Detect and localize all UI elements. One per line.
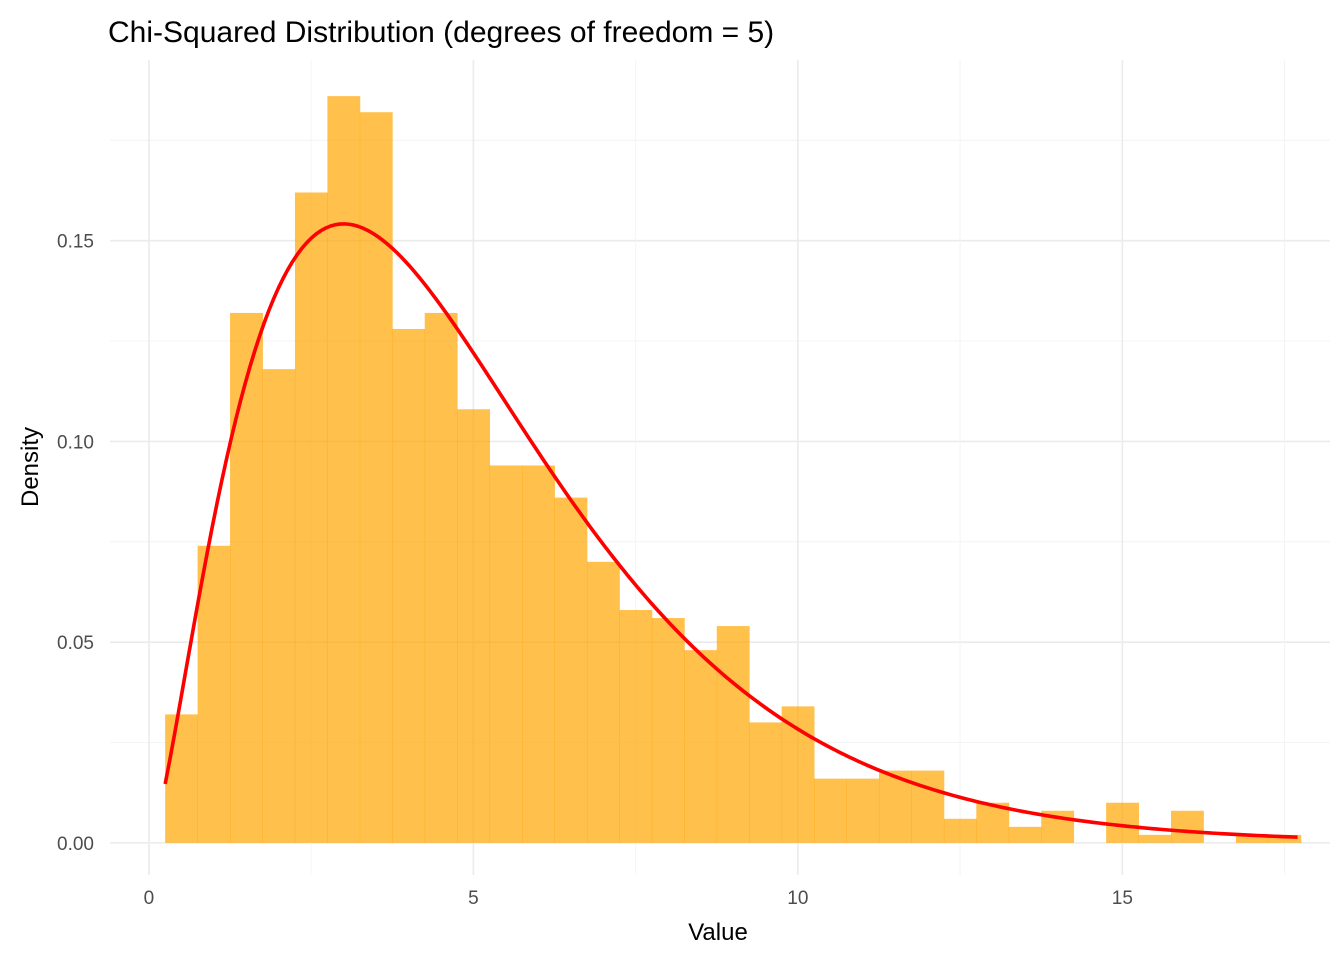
histogram-bar: [943, 818, 977, 843]
histogram-bar: [489, 465, 523, 843]
x-tick-label: 10: [787, 888, 808, 909]
histogram-bar: [424, 312, 458, 843]
density-curve: [163, 222, 1298, 839]
histogram-bar: [878, 770, 912, 843]
histogram-bar: [262, 369, 296, 843]
histogram-bar: [716, 626, 750, 843]
density-curve-layer: [163, 222, 1298, 839]
y-tick-label: 0.15: [57, 232, 94, 253]
histogram-bar: [846, 778, 880, 843]
histogram-bar: [1138, 834, 1172, 843]
histogram-bar: [651, 618, 685, 843]
histogram-bar: [457, 409, 491, 843]
histogram-bar: [781, 706, 815, 843]
x-axis-title: Value: [688, 919, 748, 946]
y-axis-title: Density: [17, 427, 44, 507]
histogram-bar: [230, 312, 263, 843]
histogram-bar: [586, 561, 620, 843]
y-tick-label: 0.05: [57, 633, 94, 654]
x-tick-label: 5: [468, 888, 479, 909]
histogram-bar: [684, 650, 718, 843]
histogram-bar: [814, 778, 847, 843]
histogram-bar: [554, 497, 588, 843]
histogram-bar: [911, 770, 945, 843]
chart-title: Chi-Squared Distribution (degrees of fre…: [108, 16, 774, 49]
histogram-bar: [1171, 810, 1204, 843]
y-tick-label: 0.10: [57, 432, 94, 453]
histogram-bar: [165, 714, 199, 843]
histogram-bar: [522, 465, 555, 843]
axis-ticks: 0.00 0.05 0.10 0.15 0 5 10 15: [57, 232, 1133, 909]
histogram-bar: [294, 192, 328, 843]
histogram-bar: [197, 545, 231, 843]
x-tick-label: 15: [1112, 888, 1133, 909]
histogram-bar: [1008, 826, 1042, 843]
histogram-bar: [392, 328, 426, 843]
y-tick-label: 0.00: [57, 834, 94, 855]
histogram-bar: [327, 96, 361, 843]
histogram-bar: [1235, 834, 1269, 843]
x-tick-label: 0: [144, 888, 155, 909]
histogram-bar: [359, 112, 393, 843]
histogram-bar: [1268, 834, 1302, 843]
histogram-bars: [165, 96, 1302, 843]
histogram-bar: [749, 722, 783, 843]
histogram-bar: [619, 610, 653, 843]
